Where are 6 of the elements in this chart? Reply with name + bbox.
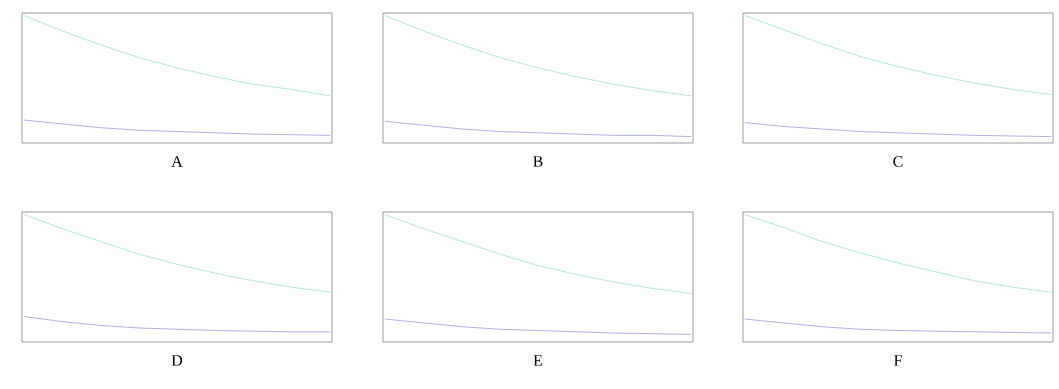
text: E [533,355,543,366]
text: B [533,156,543,167]
text: D [171,355,183,366]
text: F [894,355,902,366]
text: A [171,156,183,167]
text: C [893,156,903,167]
